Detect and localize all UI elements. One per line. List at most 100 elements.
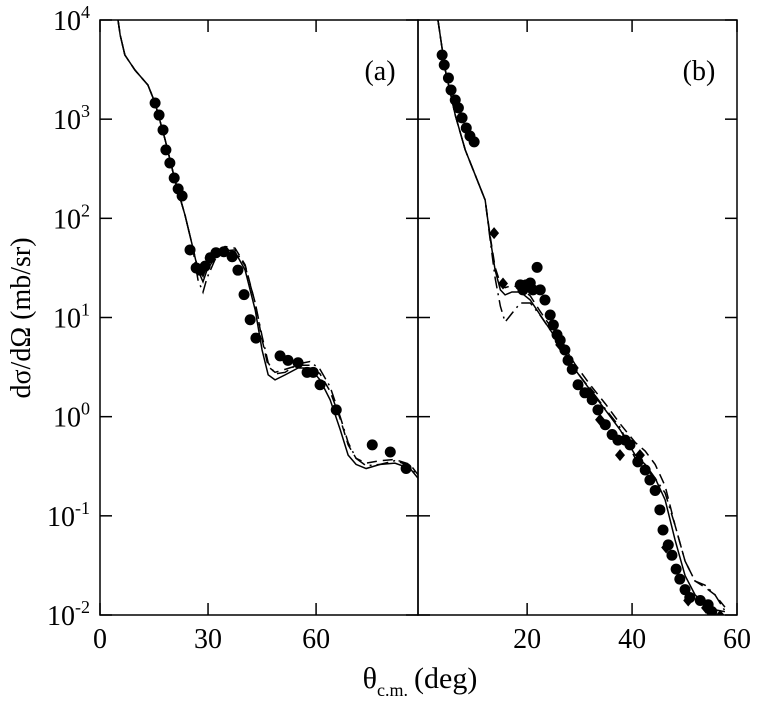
data-point	[442, 72, 454, 84]
data-point	[244, 314, 256, 326]
x-tick-label: 40	[618, 624, 646, 655]
data-point	[314, 379, 326, 391]
x-tick-label: 60	[302, 624, 330, 655]
y-tick-exponent: 4	[81, 2, 90, 22]
x-axis-label: θc.m. (deg)	[363, 662, 478, 700]
data-point	[624, 439, 636, 451]
data-point	[572, 379, 584, 391]
data-point	[238, 289, 250, 301]
data-point-diamond	[555, 338, 566, 351]
data-point	[226, 251, 238, 263]
y-tick-label: 10-2	[47, 597, 90, 632]
data-point	[670, 563, 682, 575]
data-point	[153, 109, 165, 121]
y-tick-exponent: 3	[81, 101, 90, 121]
y-tick-base: 10	[53, 105, 81, 136]
y-tick-label: 10-1	[47, 498, 90, 533]
data-point	[666, 549, 678, 561]
data-point-diamond	[585, 386, 596, 399]
x-tick-label: 30	[194, 624, 222, 655]
data-point	[654, 504, 666, 516]
data-point	[438, 59, 450, 71]
plot-area	[117, 20, 418, 479]
y-tick-base: 10	[47, 601, 75, 632]
curve-solid	[437, 20, 726, 613]
data-point	[400, 463, 412, 475]
y-tick-label: 100	[53, 399, 90, 434]
y-tick-base: 10	[53, 204, 81, 235]
data-point-diamond	[614, 449, 625, 462]
data-point	[566, 363, 578, 375]
y-tick-exponent: -2	[75, 597, 90, 617]
data-point	[184, 244, 196, 256]
data-point	[436, 49, 448, 61]
data-point	[176, 190, 188, 202]
data-point	[157, 124, 169, 136]
data-point	[250, 332, 262, 344]
data-point	[592, 404, 604, 416]
panel-frame	[417, 19, 738, 616]
y-axis-label: dσ/dΩ (mb/sr)	[6, 237, 37, 398]
data-point	[232, 264, 244, 276]
data-point	[468, 136, 480, 148]
data-point	[445, 84, 457, 96]
data-point	[531, 261, 543, 273]
y-tick-exponent: 1	[81, 300, 90, 320]
data-point	[218, 246, 230, 258]
data-point	[164, 157, 176, 169]
x-tick-label: 60	[723, 624, 751, 655]
y-tick-label: 102	[53, 200, 90, 235]
y-tick-base: 10	[53, 6, 81, 37]
data-point	[547, 319, 559, 331]
data-point	[639, 464, 651, 476]
data-point	[199, 260, 211, 272]
data-point	[649, 485, 661, 497]
data-point	[456, 112, 468, 124]
data-point	[384, 446, 396, 458]
panel-frame	[99, 19, 419, 616]
y-tick-base: 10	[53, 403, 81, 434]
plot-area	[436, 20, 726, 615]
data-point	[366, 439, 378, 451]
data-point-diamond	[661, 541, 672, 554]
curve-dotdash	[117, 20, 418, 477]
data-point	[452, 102, 464, 114]
curve-solid	[117, 20, 418, 479]
data-point	[282, 354, 294, 366]
y-tick-exponent: 2	[81, 200, 90, 220]
curve-dashed	[117, 20, 418, 476]
y-tick-label: 103	[53, 101, 90, 136]
x-tick-label: 0	[93, 624, 107, 655]
data-point	[330, 404, 342, 416]
data-point	[292, 357, 304, 369]
curve-dotdash	[437, 20, 726, 612]
data-point-diamond	[489, 227, 500, 240]
y-tick-label: 101	[53, 300, 90, 335]
data-point-diamond	[701, 601, 712, 614]
y-tick-base: 10	[47, 502, 75, 533]
y-tick-exponent: -1	[75, 498, 90, 518]
data-point-diamond	[715, 609, 725, 615]
data-point-diamond	[683, 594, 694, 607]
data-point	[168, 172, 180, 184]
data-point-diamond	[595, 413, 606, 426]
data-point	[534, 284, 546, 296]
data-point	[562, 354, 574, 366]
curve-dashed	[437, 20, 726, 608]
y-tick-exponent: 0	[81, 399, 90, 419]
x-tick-label: 20	[513, 624, 541, 655]
panel-label: (a)	[364, 56, 395, 87]
panel-label: (b)	[683, 56, 716, 87]
data-point	[674, 573, 686, 585]
data-point	[160, 144, 172, 156]
data-point	[657, 524, 669, 536]
data-point	[539, 294, 551, 306]
data-point	[544, 309, 556, 321]
data-point	[149, 97, 161, 109]
data-point-diamond	[497, 277, 508, 290]
y-tick-label: 104	[53, 2, 90, 37]
data-point-diamond	[634, 449, 645, 462]
data-point	[644, 474, 656, 486]
y-tick-base: 10	[53, 304, 81, 335]
